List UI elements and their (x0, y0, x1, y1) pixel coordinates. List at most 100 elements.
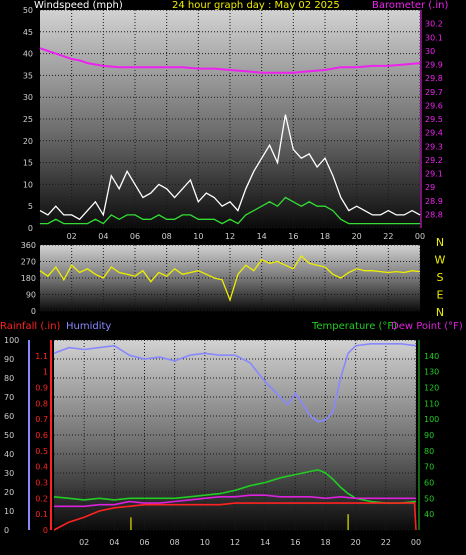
dew_point-line (54, 494, 416, 508)
direction-line (39, 254, 421, 302)
x-tick-label: 02 (79, 538, 89, 547)
baro-y-tick-label: 28.9 (425, 197, 443, 206)
baro-y-tick-label: 30.1 (425, 33, 443, 42)
baro-y-tick-label: 29 (425, 183, 435, 192)
wind-y-tick-label: 0 (28, 224, 33, 233)
baro-y-tick-label: 29.8 (425, 74, 443, 83)
baro-y-tick-label: 29.2 (425, 156, 443, 165)
x-tick-label: 18 (320, 232, 330, 241)
dir-y-tick-label: 360 (21, 241, 36, 250)
humidity-y-tick-label: 60 (4, 412, 14, 421)
x-tick-label: 06 (139, 538, 149, 547)
baro-y-tick-label: 28.8 (425, 210, 443, 219)
x-tick-label: 02 (67, 232, 77, 241)
x-tick-label: 22 (381, 538, 391, 547)
temp-y-tick-label: 130 (424, 368, 439, 377)
temp-y-tick-label: 40 (424, 510, 434, 519)
x-tick-label: 18 (320, 538, 330, 547)
x-tick-label: 04 (98, 232, 108, 241)
humidity-y-tick-label: 10 (4, 507, 14, 516)
dir-y-tick-label: 180 (21, 274, 36, 283)
compass-label: W (435, 254, 446, 267)
wind-y-tick-label: 35 (23, 71, 33, 80)
x-tick-label: 12 (230, 538, 240, 547)
compass-label: N (436, 306, 444, 319)
baro-y-tick-label: 29.5 (425, 115, 443, 124)
temp-y-tick-label: 80 (424, 447, 434, 456)
rain-y-tick-label: 0.6 (35, 431, 48, 440)
rain-y-tick-label: 0.3 (35, 479, 48, 488)
dir-y-tick-label: 0 (31, 307, 36, 316)
x-tick-label: 08 (162, 232, 172, 241)
rain-y-tick-label: 0 (43, 526, 48, 535)
wind-y-tick-label: 25 (23, 115, 33, 124)
x-tick-label: 16 (288, 232, 298, 241)
barometer-line (39, 47, 421, 74)
x-tick-label: 10 (193, 232, 203, 241)
humidity-y-tick-label: 100 (4, 336, 19, 345)
compass-label: S (437, 271, 444, 284)
baro-y-tick-label: 30 (425, 47, 435, 56)
barometer-title: Barometer (.in) (372, 0, 449, 11)
x-tick-label: 04 (109, 538, 119, 547)
rainfall-title: Rainfall (.in) (0, 321, 61, 332)
rain-y-tick-label: 0.1 (35, 510, 48, 519)
humidity-y-tick-label: 50 (4, 431, 14, 440)
temp-y-tick-label: 100 (424, 415, 439, 424)
humidity-y-tick-label: 20 (4, 488, 14, 497)
wind-y-tick-label: 15 (23, 159, 33, 168)
wind-y-tick-label: 50 (23, 6, 33, 15)
x-tick-label: 00 (411, 538, 421, 547)
wind-y-tick-label: 30 (23, 93, 33, 102)
windspeed-title: Windspeed (mph) (34, 0, 123, 11)
wind-y-tick-label: 20 (23, 137, 33, 146)
x-tick-label: 10 (200, 538, 210, 547)
wind-y-tick-label: 10 (23, 180, 33, 189)
x-tick-label: 20 (351, 538, 361, 547)
temp-y-tick-label: 90 (424, 431, 434, 440)
rain-y-tick-label: 0.7 (35, 415, 48, 424)
humidity-y-tick-label: 90 (4, 355, 14, 364)
humidity-y-tick-label: 40 (4, 450, 14, 459)
x-tick-label: 08 (170, 538, 180, 547)
x-tick-label: 20 (352, 232, 362, 241)
compass-label: E (437, 289, 444, 302)
baro-y-tick-label: 29.6 (425, 101, 443, 110)
wind-y-tick-label: 45 (23, 28, 33, 37)
graph-date-title: 24 hour graph day : May 02 2025 (172, 0, 340, 11)
compass-label: N (436, 236, 444, 249)
x-tick-label: 12 (225, 232, 235, 241)
baro-y-tick-label: 29.1 (425, 170, 443, 179)
humidity-y-tick-label: 30 (4, 469, 14, 478)
x-tick-label: 22 (383, 232, 393, 241)
rainfall-line (53, 502, 417, 531)
x-tick-label: 06 (130, 232, 140, 241)
dir-y-tick-label: 270 (21, 258, 36, 267)
temperature-title: Temperature (°F) (312, 321, 398, 332)
temperature-line (53, 468, 417, 504)
rain-y-tick-label: 1 (43, 368, 48, 377)
rain-y-tick-label: 0.9 (35, 384, 48, 393)
rain-y-tick-label: 1.1 (35, 352, 48, 361)
x-tick-label: 16 (290, 538, 300, 547)
humidity-title: Humidity (66, 321, 112, 332)
temp-y-tick-label: 60 (424, 479, 434, 488)
rain-y-tick-label: 0.4 (35, 463, 48, 472)
temp-y-tick-label: 70 (424, 463, 434, 472)
x-tick-label: 14 (260, 538, 270, 547)
temp-y-tick-label: 140 (424, 352, 439, 361)
baro-y-tick-label: 29.3 (425, 142, 443, 151)
humidity-y-tick-label: 0 (4, 526, 9, 535)
dewpoint-title: Dew Point (°F) (391, 321, 463, 332)
humidity-y-tick-label: 80 (4, 374, 14, 383)
wind-y-tick-label: 5 (28, 202, 33, 211)
wind_speed-line (40, 196, 420, 225)
temp-y-tick-label: 50 (424, 494, 434, 503)
temp-y-tick-label: 120 (424, 384, 439, 393)
wind_gust-line (39, 114, 421, 221)
x-tick-label: 14 (257, 232, 267, 241)
humidity-y-tick-label: 70 (4, 393, 14, 402)
humidity-line (53, 342, 417, 423)
baro-y-tick-label: 29.9 (425, 61, 443, 70)
